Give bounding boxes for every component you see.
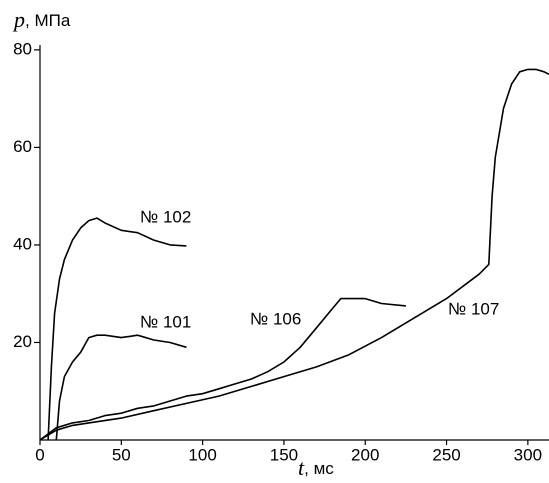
x-tick-label: 300 xyxy=(514,445,542,464)
series-line xyxy=(55,334,187,441)
y-tick-label: 40 xyxy=(13,234,32,253)
y-tick-label: 20 xyxy=(13,332,32,351)
series-line xyxy=(47,217,187,441)
x-label-symbol: t xyxy=(298,455,305,480)
x-tick-label: 0 xyxy=(35,445,44,464)
x-label-unit: , мс xyxy=(304,459,334,478)
y-tick-label: 60 xyxy=(13,137,32,156)
y-axis-label: p, МПа xyxy=(12,7,71,32)
series-label: № 102 xyxy=(140,207,191,226)
series-line xyxy=(39,68,549,441)
y-label-symbol: p xyxy=(12,7,25,32)
x-tick-label: 50 xyxy=(112,445,131,464)
x-tick-label: 100 xyxy=(188,445,216,464)
x-tick-label: 150 xyxy=(270,445,298,464)
y-label-unit: , МПа xyxy=(25,11,71,30)
series-line xyxy=(39,297,406,441)
x-axis-label: t, мс xyxy=(298,455,334,480)
x-tick-label: 250 xyxy=(432,445,460,464)
y-tick-label: 80 xyxy=(13,39,32,58)
series-label: № 101 xyxy=(140,312,191,331)
series-label: № 106 xyxy=(250,309,301,328)
series-label: № 107 xyxy=(448,299,499,318)
x-tick-label: 200 xyxy=(351,445,379,464)
